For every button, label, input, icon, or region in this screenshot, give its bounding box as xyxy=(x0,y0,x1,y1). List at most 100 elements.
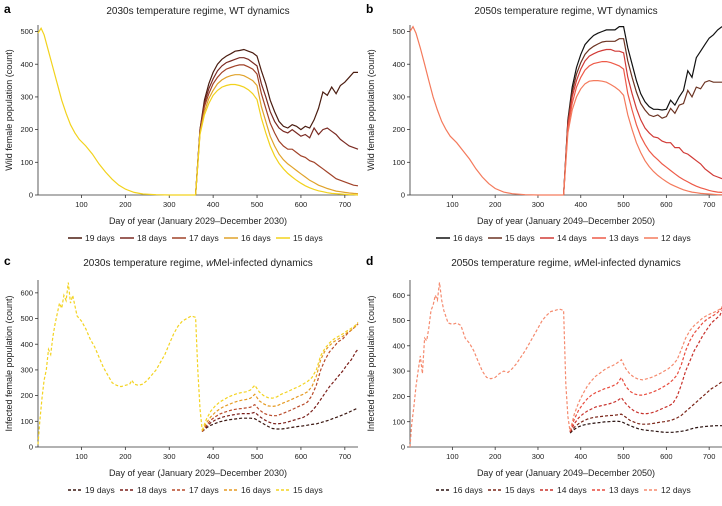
x-tick-label: 200 xyxy=(489,200,502,209)
series-line-16-days xyxy=(563,26,722,196)
x-tick-label: 200 xyxy=(119,200,132,209)
y-tick-label: 100 xyxy=(392,417,405,426)
series-line-16-days xyxy=(195,74,359,196)
series-line-16-days xyxy=(569,420,722,434)
y-tick-label: 0 xyxy=(401,443,405,452)
x-tick-label: 600 xyxy=(660,200,673,209)
y-tick-label: 300 xyxy=(392,367,405,376)
legend-label: 16 days xyxy=(453,233,483,243)
y-tick-label: 400 xyxy=(20,340,33,349)
panel-title: 2050s temperature regime, WT dynamics xyxy=(474,6,657,17)
panel-letter: b xyxy=(366,2,373,16)
y-tick-label: 300 xyxy=(392,93,405,102)
series-line-common xyxy=(409,282,571,448)
series-line-13-days xyxy=(563,60,722,196)
x-tick-label: 700 xyxy=(703,452,716,461)
x-tick-label: 100 xyxy=(446,452,459,461)
panel-letter: a xyxy=(4,2,11,16)
x-axis-label: Day of year (January 2029–December 2030) xyxy=(109,468,287,478)
y-tick-label: 0 xyxy=(401,191,405,200)
x-tick-label: 300 xyxy=(163,200,176,209)
title-part: 2030s temperature regime, xyxy=(83,258,206,269)
legend-label: 15 days xyxy=(293,233,323,243)
y-axis-label: Wild female population (count) xyxy=(366,49,376,171)
y-tick-label: 300 xyxy=(20,366,33,375)
series-line-17-days xyxy=(195,64,359,196)
x-tick-label: 300 xyxy=(532,452,545,461)
legend-label: 15 days xyxy=(293,485,323,495)
panel-title: 2050s temperature regime, wMel-infected … xyxy=(451,258,681,269)
y-tick-label: 400 xyxy=(392,60,405,69)
legend-label: 17 days xyxy=(189,485,219,495)
x-tick-label: 300 xyxy=(532,200,545,209)
series-line-18-days xyxy=(201,349,359,432)
y-tick-label: 400 xyxy=(392,341,405,350)
x-tick-label: 200 xyxy=(119,452,132,461)
series-line-15-days xyxy=(201,322,359,431)
x-tick-label: 100 xyxy=(446,200,459,209)
y-tick-label: 500 xyxy=(20,27,33,36)
y-tick-label: 400 xyxy=(20,60,33,69)
legend-label: 16 days xyxy=(453,485,483,495)
panel-a: a 2030s temperature regime, WT dynamics 10… xyxy=(4,2,359,243)
x-axis-label: Day of year (January 2049–December 2050) xyxy=(477,216,655,226)
y-tick-label: 0 xyxy=(29,443,33,452)
legend-label: 16 days xyxy=(241,485,271,495)
title-part: w xyxy=(574,258,582,269)
series-line-common xyxy=(37,27,196,196)
y-axis-label: Wild female population (count) xyxy=(4,49,14,171)
y-tick-label: 200 xyxy=(20,125,33,134)
x-tick-label: 400 xyxy=(575,200,588,209)
title-part: 2050s temperature regime, xyxy=(451,258,574,269)
series-line-12-days xyxy=(563,79,722,196)
y-tick-label: 200 xyxy=(392,125,405,134)
series-line-13-days xyxy=(569,307,722,432)
panel-title: 2030s temperature regime, WT dynamics xyxy=(106,6,289,17)
y-tick-label: 0 xyxy=(29,191,33,200)
legend-label: 19 days xyxy=(85,485,115,495)
x-tick-label: 600 xyxy=(660,452,673,461)
x-tick-label: 100 xyxy=(75,200,88,209)
legend-label: 19 days xyxy=(85,233,115,243)
panel-c: c 2030s temperature regime, wMel-infected… xyxy=(4,254,359,495)
y-tick-label: 500 xyxy=(392,316,405,325)
y-tick-label: 500 xyxy=(20,314,33,323)
y-tick-label: 200 xyxy=(392,392,405,401)
series-line-12-days xyxy=(569,306,722,431)
y-tick-label: 100 xyxy=(20,158,33,167)
x-tick-label: 500 xyxy=(251,452,264,461)
x-axis-label: Day of year (January 2029–December 2030) xyxy=(109,216,287,226)
legend-label: 14 days xyxy=(557,233,587,243)
x-tick-label: 500 xyxy=(617,452,630,461)
y-tick-label: 200 xyxy=(20,391,33,400)
x-tick-label: 600 xyxy=(295,200,308,209)
x-tick-label: 400 xyxy=(207,200,220,209)
series-line-common xyxy=(409,25,564,196)
legend-label: 13 days xyxy=(609,233,639,243)
legend-label: 12 days xyxy=(661,233,691,243)
panel-d: d 2050s temperature regime, wMel-infected… xyxy=(366,254,722,495)
series-line-15-days xyxy=(569,381,722,433)
panel-b: b 2050s temperature regime, WT dynamics 10… xyxy=(366,2,722,243)
x-axis-label: Day of year (January 2049–December 2050) xyxy=(477,468,655,478)
legend-label: 14 days xyxy=(557,485,587,495)
x-tick-label: 300 xyxy=(163,452,176,461)
series-line-15-days xyxy=(563,38,722,196)
legend-label: 15 days xyxy=(505,233,535,243)
series-line-17-days xyxy=(201,323,359,432)
title-part: Mel-infected dynamics xyxy=(581,258,680,269)
x-tick-label: 700 xyxy=(339,200,352,209)
legend-label: 12 days xyxy=(661,485,691,495)
series-line-19-days xyxy=(195,48,358,196)
y-tick-label: 100 xyxy=(392,158,405,167)
series-line-14-days xyxy=(563,48,722,196)
x-tick-label: 500 xyxy=(617,200,630,209)
y-axis-label: Infected female population (count) xyxy=(366,295,376,431)
x-tick-label: 100 xyxy=(75,452,88,461)
y-tick-label: 500 xyxy=(392,27,405,36)
title-part: w xyxy=(206,258,214,269)
legend-label: 18 days xyxy=(137,233,167,243)
x-tick-label: 400 xyxy=(575,452,588,461)
y-tick-label: 300 xyxy=(20,93,33,102)
